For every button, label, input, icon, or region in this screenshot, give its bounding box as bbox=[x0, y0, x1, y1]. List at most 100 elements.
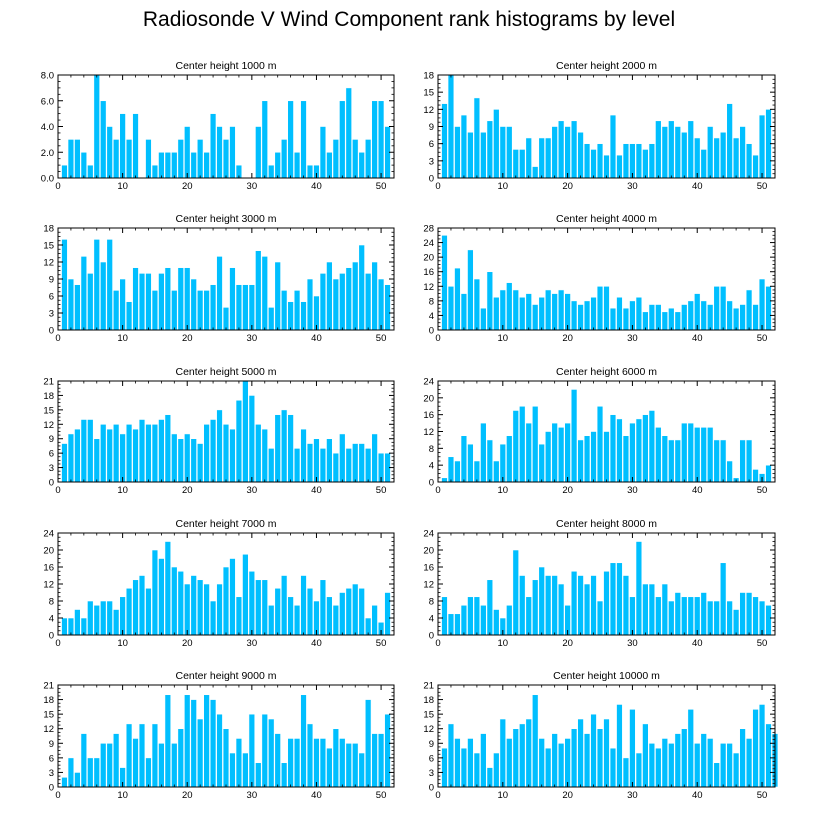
bar bbox=[326, 596, 333, 636]
bar bbox=[93, 604, 100, 636]
bar bbox=[222, 139, 230, 179]
y-tick-label: 0 bbox=[429, 174, 434, 185]
bar bbox=[313, 738, 320, 788]
bar bbox=[486, 271, 494, 331]
bar bbox=[745, 143, 753, 179]
bar bbox=[171, 290, 178, 331]
y-tick-label: 12 bbox=[423, 580, 434, 591]
bar bbox=[164, 694, 172, 788]
y-tick-label: 15 bbox=[43, 241, 54, 252]
bar bbox=[209, 113, 217, 179]
bar bbox=[719, 285, 727, 331]
bar bbox=[145, 757, 152, 788]
bar bbox=[596, 405, 604, 483]
bar bbox=[358, 244, 365, 331]
bar bbox=[473, 278, 481, 331]
bar bbox=[332, 139, 340, 179]
bar bbox=[480, 422, 487, 483]
bar bbox=[306, 723, 314, 788]
bar bbox=[112, 609, 120, 636]
bar bbox=[125, 423, 133, 483]
bar bbox=[255, 126, 262, 179]
bars bbox=[441, 541, 772, 636]
bar bbox=[538, 738, 545, 788]
bar bbox=[171, 433, 178, 483]
y-tick-label: 18 bbox=[43, 391, 54, 402]
bar bbox=[706, 600, 714, 636]
bar bbox=[765, 604, 772, 636]
y-tick-label: 12 bbox=[43, 724, 54, 735]
x-tick-label: 40 bbox=[311, 485, 322, 496]
bar bbox=[609, 414, 617, 483]
panel-title: Center height 10000 m bbox=[553, 670, 660, 682]
bar bbox=[726, 103, 733, 179]
y-tick-label: 3 bbox=[49, 463, 54, 474]
bar bbox=[371, 433, 378, 483]
x-tick-label: 10 bbox=[117, 790, 128, 801]
y-tick-label: 3 bbox=[49, 309, 54, 320]
y-tick-label: 20 bbox=[423, 546, 434, 557]
bar bbox=[681, 131, 688, 179]
bar bbox=[184, 267, 191, 331]
y-tick-label: 9 bbox=[49, 275, 54, 286]
y-tick-label: 15 bbox=[43, 405, 54, 416]
bar bbox=[339, 738, 346, 788]
panel-title: Center height 7000 m bbox=[176, 518, 277, 530]
bar bbox=[293, 290, 301, 331]
bar bbox=[196, 718, 204, 788]
bar bbox=[80, 617, 88, 636]
bar bbox=[596, 600, 604, 636]
bar bbox=[171, 151, 178, 179]
bar bbox=[100, 600, 107, 636]
bar bbox=[629, 708, 636, 788]
y-tick-label: 8 bbox=[429, 296, 434, 307]
bar bbox=[752, 596, 759, 636]
x-tick-label: 0 bbox=[435, 181, 440, 192]
bar bbox=[564, 422, 571, 483]
bar bbox=[203, 151, 210, 179]
bar bbox=[681, 596, 688, 636]
bar bbox=[603, 718, 610, 788]
y-tick-label: 8 bbox=[429, 444, 434, 455]
bar bbox=[177, 728, 184, 788]
bar bbox=[358, 587, 365, 636]
bar bbox=[319, 579, 327, 636]
y-tick-label: 0 bbox=[429, 631, 434, 642]
bar bbox=[629, 596, 636, 636]
bar bbox=[190, 699, 197, 788]
bar bbox=[203, 694, 210, 788]
bar bbox=[642, 311, 649, 331]
bar bbox=[235, 399, 243, 483]
bar bbox=[583, 300, 591, 331]
bar bbox=[616, 418, 623, 483]
x-tick-label: 40 bbox=[311, 333, 322, 344]
bar bbox=[384, 284, 391, 331]
bar bbox=[287, 738, 294, 788]
bar bbox=[184, 433, 191, 483]
bar bbox=[235, 284, 243, 331]
y-tick-label: 20 bbox=[423, 393, 434, 404]
bar bbox=[603, 431, 610, 483]
y-tick-label: 8 bbox=[49, 597, 54, 608]
bar bbox=[293, 738, 301, 788]
bar bbox=[339, 100, 346, 179]
bar bbox=[519, 405, 526, 483]
y-tick-label: 0 bbox=[49, 783, 54, 794]
x-tick-label: 20 bbox=[562, 333, 573, 344]
bar bbox=[352, 443, 359, 483]
bar bbox=[229, 558, 236, 636]
bar bbox=[752, 469, 759, 483]
y-tick-label: 6 bbox=[49, 449, 54, 460]
bar bbox=[622, 575, 630, 636]
bar bbox=[473, 752, 481, 788]
bar bbox=[332, 604, 340, 636]
bar bbox=[499, 126, 507, 179]
bar bbox=[493, 460, 500, 483]
bar bbox=[293, 151, 301, 179]
x-tick-label: 0 bbox=[435, 333, 440, 344]
bar bbox=[177, 438, 184, 483]
x-tick-label: 30 bbox=[627, 790, 638, 801]
bar bbox=[364, 139, 372, 179]
panel-title: Center height 6000 m bbox=[556, 366, 657, 378]
bar bbox=[261, 100, 268, 179]
